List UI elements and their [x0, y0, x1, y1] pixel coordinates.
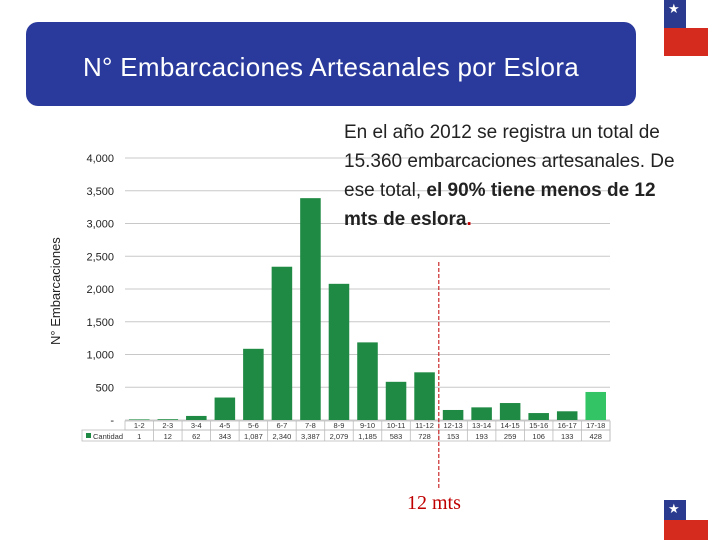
x-tick-label: 6-7: [276, 421, 287, 430]
y-tick-label: 2,000: [86, 284, 114, 296]
data-label: 62: [192, 432, 200, 441]
x-tick-label: 5-6: [248, 421, 259, 430]
data-label: 1,087: [244, 432, 263, 441]
x-tick-label: 3-4: [191, 421, 202, 430]
summary-note-bold: el 90% tiene menos de 12 mts de eslora: [344, 180, 656, 230]
summary-note: En el año 2012 se registra un total de 1…: [344, 118, 684, 234]
flag-bottom-decoration: ★: [664, 500, 708, 540]
bar: [214, 397, 236, 420]
bar: [528, 413, 549, 420]
bar: [556, 411, 578, 420]
bar: [385, 381, 407, 420]
bar: [186, 415, 207, 420]
x-tick-label: 2-3: [162, 421, 173, 430]
data-label: 153: [447, 432, 460, 441]
flag-top-decoration: ★: [664, 0, 708, 56]
data-label: 12: [164, 432, 172, 441]
bar: [471, 407, 492, 420]
data-label: 259: [504, 432, 517, 441]
x-tick-label: 15-16: [529, 421, 548, 430]
x-tick-label: 10-11: [387, 421, 406, 430]
x-tick-label: 7-8: [305, 421, 316, 430]
bar: [328, 283, 350, 420]
star-icon: ★: [668, 1, 680, 16]
summary-note-text: En el año 2012 se registra un total de 1…: [344, 122, 675, 201]
bar: [128, 419, 150, 420]
data-label: 2,340: [273, 432, 292, 441]
y-tick-label: 4,000: [86, 153, 114, 165]
slide-title: N° Embarcaciones Artesanales por Eslora: [82, 52, 580, 82]
data-label: 583: [390, 432, 403, 441]
x-tick-label: 11-12: [415, 421, 434, 430]
legend-label: Cantidad: [93, 432, 123, 441]
data-label: 728: [418, 432, 431, 441]
title-banner: N° Embarcaciones Artesanales por Eslora: [26, 22, 636, 106]
star-icon: ★: [668, 501, 680, 516]
y-tick-label: 2,500: [86, 251, 114, 263]
legend-swatch: [86, 433, 91, 438]
bar: [499, 403, 521, 420]
x-tick-label: 16-17: [558, 421, 577, 430]
bar: [585, 391, 607, 420]
y-tick-label: -: [110, 415, 114, 427]
data-label: 133: [561, 432, 574, 441]
data-label: 3,387: [301, 432, 320, 441]
data-label: 1: [137, 432, 141, 441]
x-tick-label: 8-9: [334, 421, 345, 430]
bar: [243, 348, 264, 420]
y-tick-label: 500: [96, 382, 114, 394]
summary-note-end: .: [466, 209, 472, 230]
y-tick-label: 1,000: [86, 350, 114, 362]
data-label: 193: [475, 432, 488, 441]
x-tick-label: 1-2: [134, 421, 145, 430]
data-label: 343: [219, 432, 232, 441]
data-label: 1,185: [358, 432, 377, 441]
bar: [271, 266, 293, 420]
bar: [442, 409, 464, 420]
y-tick-label: 3,500: [86, 186, 114, 198]
data-label: 106: [532, 432, 545, 441]
bar: [300, 198, 321, 420]
marker-label: 12 mts: [407, 492, 461, 514]
bar: [414, 372, 435, 420]
x-tick-label: 4-5: [219, 421, 230, 430]
x-tick-label: 12-13: [443, 421, 462, 430]
bar: [357, 342, 378, 420]
bar: [157, 419, 179, 420]
x-tick-label: 14-15: [501, 421, 520, 430]
data-label: 2,079: [330, 432, 349, 441]
y-tick-label: 3,000: [86, 219, 114, 231]
data-label: 428: [589, 432, 602, 441]
y-axis-label: N° Embarcaciones: [48, 237, 63, 345]
x-tick-label: 17-18: [586, 421, 605, 430]
x-tick-label: 9-10: [360, 421, 375, 430]
y-tick-label: 1,500: [86, 317, 114, 329]
x-tick-label: 13-14: [472, 421, 491, 430]
